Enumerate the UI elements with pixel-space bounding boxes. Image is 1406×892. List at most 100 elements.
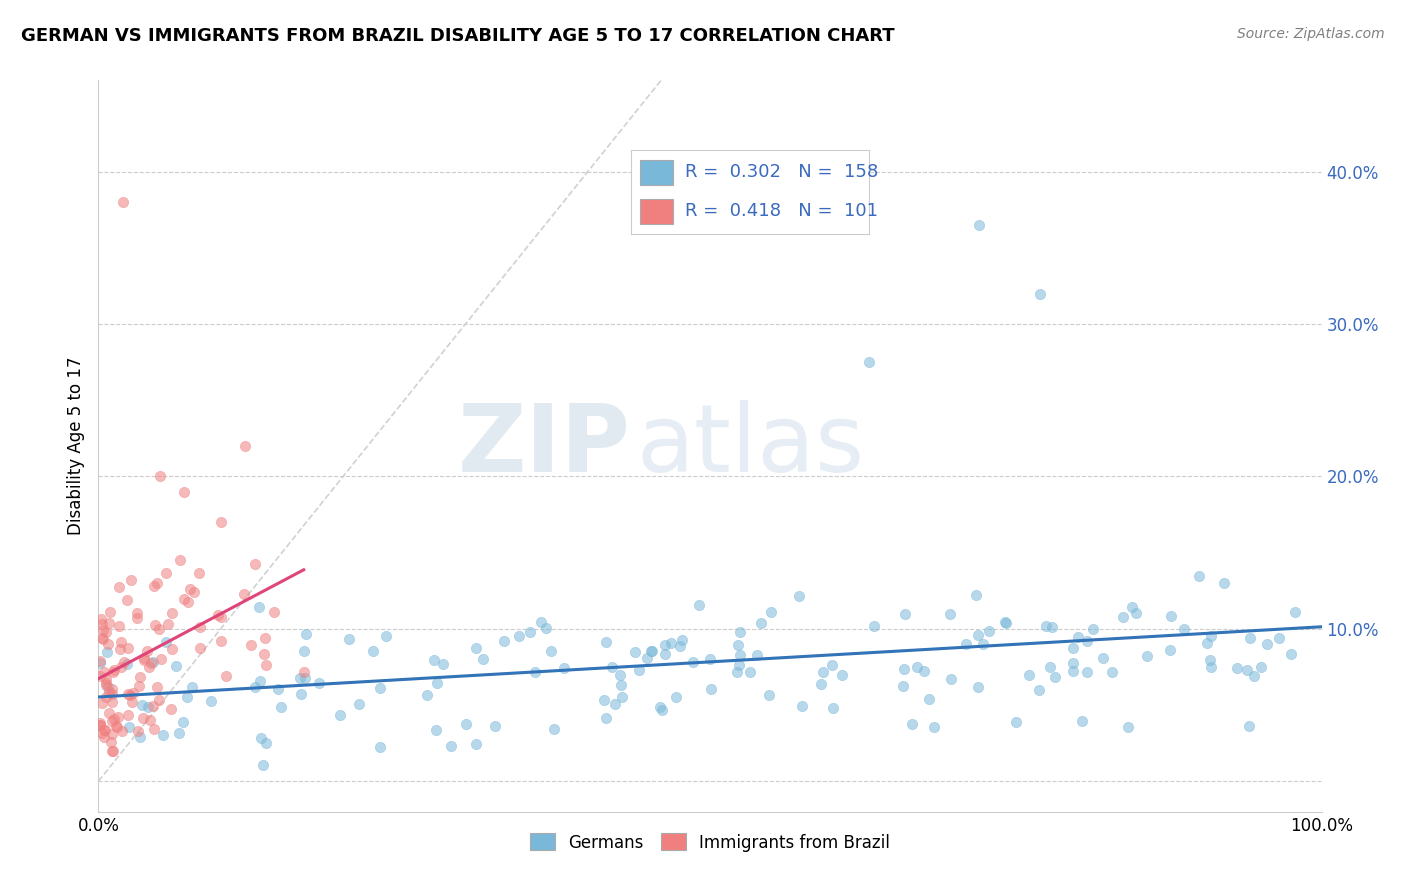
Point (636, 651, 658, 665)
Point (169, 553, 191, 567)
Point (1062, 656, 1084, 670)
Point (294, 626, 316, 640)
Point (148, 693, 170, 707)
Point (115, 657, 138, 672)
Point (152, 728, 174, 742)
Point (1279, 647, 1302, 661)
Point (177, 595, 200, 609)
Point (939, 607, 962, 622)
Point (1066, 630, 1088, 644)
Point (173, 592, 195, 607)
Point (1018, 668, 1040, 682)
Point (108, 618, 131, 632)
Point (131, 698, 153, 712)
Point (90, 612, 112, 626)
Point (543, 722, 565, 736)
Point (727, 639, 749, 653)
Point (648, 700, 671, 714)
Point (105, 719, 128, 733)
Point (183, 584, 205, 599)
Point (180, 680, 202, 694)
Point (1197, 636, 1219, 650)
Point (100, 687, 122, 701)
Text: Source: ZipAtlas.com: Source: ZipAtlas.com (1237, 27, 1385, 41)
Point (979, 624, 1001, 639)
Point (738, 665, 761, 679)
Point (98, 615, 121, 630)
Point (94, 690, 117, 704)
Point (146, 575, 169, 590)
Point (172, 715, 194, 730)
Point (863, 619, 886, 633)
Point (858, 355, 880, 369)
Point (215, 668, 238, 682)
Point (901, 717, 924, 731)
Point (1070, 714, 1092, 728)
Point (893, 661, 915, 675)
Point (519, 625, 541, 640)
Point (292, 665, 315, 679)
Point (160, 702, 183, 716)
Point (89, 656, 111, 670)
Point (1173, 623, 1195, 637)
Point (100, 695, 122, 709)
Point (127, 611, 149, 625)
Point (249, 674, 271, 689)
Point (787, 589, 810, 603)
Point (247, 599, 270, 614)
Point (530, 615, 553, 629)
Point (96, 644, 118, 658)
Point (94, 624, 117, 639)
Point (128, 730, 150, 744)
Point (97, 681, 120, 695)
Point (745, 648, 768, 662)
Point (610, 678, 633, 692)
Point (250, 731, 273, 745)
Point (252, 647, 274, 661)
Point (425, 723, 447, 738)
Point (136, 644, 159, 658)
Point (1237, 719, 1260, 733)
Point (243, 680, 266, 694)
Point (1212, 576, 1234, 591)
Point (103, 712, 125, 726)
Point (128, 679, 150, 693)
Point (821, 701, 844, 715)
Point (1005, 714, 1028, 729)
Point (1081, 622, 1104, 636)
Point (96, 672, 118, 686)
Point (121, 695, 143, 709)
Point (1199, 630, 1222, 644)
Point (810, 677, 832, 691)
Point (209, 515, 232, 529)
Point (93, 665, 115, 680)
Point (173, 484, 195, 499)
Point (120, 573, 142, 587)
Point (101, 727, 124, 741)
Point (101, 744, 124, 758)
Point (1112, 610, 1135, 624)
Point (90, 697, 112, 711)
Point (94, 723, 117, 737)
Point (1045, 670, 1067, 684)
Point (337, 632, 360, 647)
Point (110, 635, 132, 649)
Point (94, 678, 117, 692)
Legend: Germans, Immigrants from Brazil: Germans, Immigrants from Brazil (523, 827, 897, 858)
Point (254, 736, 277, 750)
Point (91, 632, 114, 646)
Point (139, 713, 162, 727)
Point (103, 663, 125, 677)
Point (288, 671, 311, 685)
Point (918, 691, 941, 706)
Point (609, 667, 631, 681)
Point (142, 699, 165, 714)
Point (813, 665, 835, 680)
Point (290, 687, 312, 701)
Point (368, 681, 391, 695)
Point (127, 606, 149, 620)
Point (1199, 660, 1222, 674)
Y-axis label: Disability Age 5 to 17: Disability Age 5 to 17 (66, 357, 84, 535)
Point (730, 624, 752, 639)
Point (440, 739, 463, 754)
